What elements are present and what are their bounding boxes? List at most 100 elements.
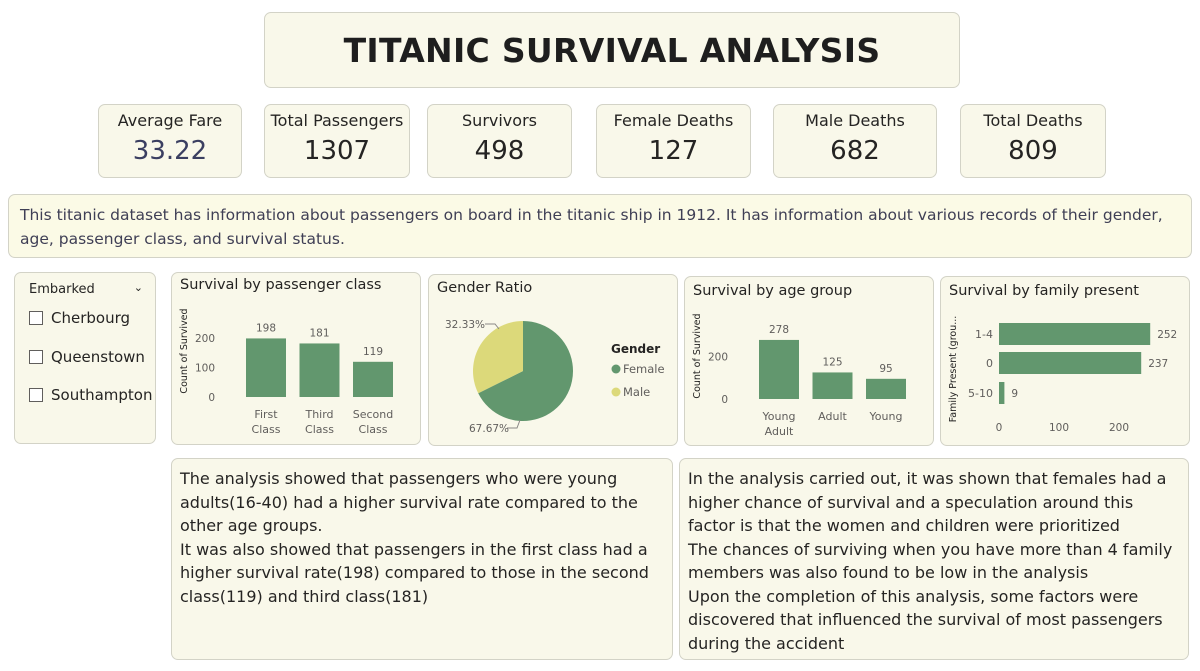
kpi-label: Survivors	[462, 111, 537, 130]
kpi-value: 33.22	[132, 136, 208, 166]
y-tick-label: 5-10	[968, 387, 993, 400]
x-tick-label: Adult	[765, 425, 794, 438]
analysis-note-left: The analysis showed that passengers who …	[171, 458, 673, 660]
kpi-value: 682	[830, 136, 880, 166]
leader-line	[485, 323, 500, 330]
chart-card-age-group: Survival by age group Count of Survived 0…	[684, 276, 934, 446]
passenger-class-bar-chart: Count of Survived 0 100 200 198 First Class 181…	[179, 308, 393, 436]
bar	[866, 378, 906, 399]
x-tick-label: Class	[252, 423, 281, 436]
legend-marker	[611, 387, 621, 397]
legend-title: Gender	[611, 342, 660, 356]
kpi-card-average-fare: Average Fare 33.22	[98, 104, 242, 178]
x-tick-label: Class	[359, 423, 388, 436]
note-paragraph: In the analysis carried out, it was show…	[688, 469, 1167, 535]
data-label: 119	[363, 346, 383, 358]
legend-marker	[611, 364, 621, 374]
y-axis-title: Count of Survived	[179, 308, 190, 393]
x-tick-label: Class	[305, 423, 334, 436]
y-axis-title: Family Present (grou...	[948, 316, 959, 423]
x-tick-label: Young	[762, 410, 796, 423]
analysis-note-right: In the analysis carried out, it was show…	[679, 458, 1189, 660]
kpi-value: 498	[474, 136, 525, 166]
data-label: 278	[769, 324, 789, 336]
slicer-option-southampton[interactable]: Southampton	[29, 386, 152, 404]
checkbox[interactable]	[29, 311, 43, 325]
slice-label: 67.67%	[469, 423, 509, 435]
slicer-option-label: Southampton	[51, 386, 153, 404]
slicer-option-queenstown[interactable]: Queenstown	[29, 348, 145, 366]
age-group-bar-chart: Count of Survived 0 200 278 Young Adult 125 Adu…	[692, 313, 906, 438]
kpi-card-total-passengers: Total Passengers 1307	[264, 104, 410, 178]
note-paragraph: The analysis showed that passengers who …	[180, 469, 638, 535]
chart-card-passenger-class: Survival by passenger class Count of Sur…	[171, 272, 421, 445]
x-tick-label: 100	[1049, 422, 1069, 434]
y-tick-label: 0	[986, 357, 993, 370]
chart-card-gender-ratio: Gender Ratio 67.67% 32.33% Gender Female Mal…	[428, 274, 678, 446]
y-tick-label: 200	[708, 352, 728, 364]
kpi-label: Total Passengers	[270, 111, 404, 130]
bar	[999, 382, 1005, 404]
x-tick-label: Third	[304, 408, 333, 421]
bar	[759, 339, 799, 399]
kpi-card-survivors: Survivors 498	[427, 104, 572, 178]
kpi-label: Male Deaths	[805, 111, 905, 130]
x-tick-label: Second	[353, 408, 393, 421]
data-label: 252	[1157, 329, 1177, 341]
embarked-slicer: Embarked ⌄ Cherbourg Queenstown Southamp…	[14, 272, 156, 444]
x-tick-label: Young	[869, 410, 903, 423]
legend-label: Male	[623, 385, 650, 399]
kpi-card-male-deaths: Male Deaths 682	[773, 104, 937, 178]
note-paragraph: It was also showed that passengers in th…	[180, 539, 649, 606]
kpi-card-female-deaths: Female Deaths 127	[596, 104, 751, 178]
bar	[999, 323, 1151, 345]
chart-title: Survival by family present	[949, 283, 1139, 299]
y-tick-label: 200	[195, 333, 215, 345]
x-tick-label: First	[254, 408, 278, 421]
bar	[812, 372, 853, 399]
chart-title: Survival by age group	[693, 283, 853, 299]
chart-title: Gender Ratio	[437, 280, 533, 296]
pie-slice	[473, 321, 523, 394]
title-card: TITANIC SURVIVAL ANALYSIS	[264, 12, 960, 88]
kpi-value: 809	[1008, 136, 1058, 166]
data-label: 125	[822, 356, 842, 368]
pie-slice	[478, 321, 573, 421]
gender-pie-chart: 67.67% 32.33% Gender Female Male	[445, 319, 665, 435]
bar	[246, 338, 286, 397]
description-card: This titanic dataset has information abo…	[8, 194, 1192, 258]
kpi-label: Total Deaths	[983, 111, 1083, 130]
y-axis-title: Count of Survived	[692, 313, 703, 398]
data-label: 9	[1011, 388, 1018, 400]
data-label: 237	[1148, 358, 1168, 370]
chart-card-family-present: Survival by family present Family Presen…	[940, 276, 1190, 446]
chevron-down-icon[interactable]: ⌄	[133, 281, 143, 294]
data-label: 95	[879, 363, 892, 375]
y-tick-label: 1-4	[975, 328, 993, 341]
kpi-value: 127	[648, 136, 699, 166]
kpi-label: Female Deaths	[613, 111, 734, 130]
x-tick-label: Adult	[818, 410, 847, 423]
checkbox[interactable]	[29, 350, 43, 364]
data-label: 198	[256, 322, 276, 334]
slicer-option-cherbourg[interactable]: Cherbourg	[29, 309, 130, 327]
note-paragraph: Upon the completion of this analysis, so…	[688, 586, 1163, 653]
description-text: This titanic dataset has information abo…	[20, 206, 1163, 248]
kpi-card-total-deaths: Total Deaths 809	[960, 104, 1106, 178]
chart-title: Survival by passenger class	[180, 277, 382, 293]
checkbox[interactable]	[29, 388, 43, 402]
page-title: TITANIC SURVIVAL ANALYSIS	[343, 30, 881, 70]
bar	[353, 361, 393, 397]
x-tick-label: 200	[1109, 422, 1129, 434]
slice-label: 32.33%	[445, 319, 485, 331]
kpi-label: Average Fare	[117, 111, 223, 130]
family-present-bar-chart: Family Present (grou... 1-4 252 0 237 5-10 9 0 1…	[948, 316, 1177, 434]
slicer-title: Embarked	[29, 282, 95, 297]
slicer-option-label: Queenstown	[51, 348, 145, 366]
kpi-value: 1307	[303, 136, 371, 166]
data-label: 181	[309, 327, 329, 339]
bar	[999, 352, 1142, 374]
legend-label: Female	[623, 362, 665, 376]
y-tick-label: 0	[208, 392, 215, 404]
leader-line	[507, 419, 521, 429]
